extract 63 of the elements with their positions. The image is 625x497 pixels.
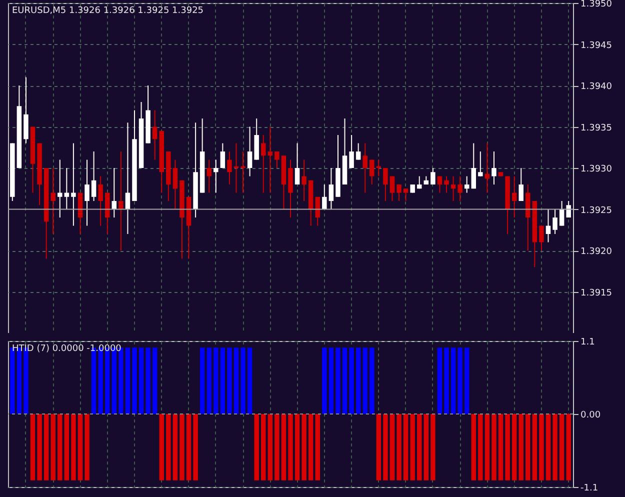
candlestick — [227, 151, 232, 185]
y-tick-label: 1.3920 — [580, 247, 612, 257]
y-tick-label: 1.1 — [580, 338, 595, 348]
candlestick — [294, 142, 300, 185]
candlestick — [58, 159, 62, 218]
candlestick — [247, 126, 252, 177]
candlestick — [559, 200, 564, 226]
candlestick — [98, 176, 103, 226]
candlestick — [396, 184, 402, 202]
candlestick — [328, 168, 334, 210]
candlestick — [450, 176, 456, 202]
candlestick — [50, 168, 56, 234]
candlestick — [552, 208, 558, 234]
y-tick-label: 1.3950 — [580, 0, 612, 10]
candlestick — [152, 110, 158, 160]
candlestick — [566, 200, 571, 218]
candlestick — [512, 176, 517, 218]
candlestick — [546, 208, 551, 243]
candlestick — [492, 151, 496, 185]
y-tick-label: 1.3945 — [580, 40, 612, 51]
candlestick — [417, 176, 422, 190]
candlestick — [260, 134, 266, 194]
candlestick — [478, 151, 483, 177]
candlestick — [458, 176, 462, 202]
y-tick-label: 1.3930 — [580, 164, 612, 174]
candlestick — [437, 176, 442, 194]
candlestick — [125, 122, 130, 234]
y-tick-label: 1.3925 — [580, 206, 612, 216]
candlestick — [370, 159, 374, 185]
candlestick — [349, 134, 354, 168]
candlestick — [172, 159, 178, 210]
y-tick-label: 1.3940 — [580, 82, 612, 92]
candlestick — [91, 151, 96, 202]
y-tick-label: 0.00 — [580, 410, 601, 420]
candlestick — [322, 184, 327, 210]
candlestick — [518, 168, 524, 202]
candlestick — [214, 159, 218, 194]
candlestick — [315, 196, 320, 226]
candlestick — [112, 168, 117, 218]
candlestick — [362, 142, 368, 194]
candlestick — [268, 126, 273, 194]
candlestick — [84, 159, 90, 226]
chart-title: EURUSD,M5 1.3926 1.3926 1.3925 1.3925 — [12, 6, 204, 16]
candlestick — [206, 159, 212, 194]
candlestick — [430, 168, 436, 185]
candlestick — [356, 142, 361, 160]
candlestick — [71, 142, 76, 226]
candlestick — [444, 176, 449, 194]
candlestick — [302, 159, 306, 202]
candlestick — [464, 176, 470, 194]
candlestick — [118, 151, 124, 251]
candlestick — [240, 151, 246, 194]
y-tick-label: 1.3935 — [580, 123, 612, 134]
candlestick — [274, 151, 280, 168]
candlestick — [383, 168, 388, 202]
candlestick — [390, 176, 395, 202]
candlestick — [64, 168, 70, 210]
candlestick — [471, 142, 476, 190]
y-tick-label: 1.3915 — [580, 288, 612, 298]
candlestick — [403, 188, 408, 202]
candlestick — [539, 225, 544, 251]
y-tick-label: -1.1 — [580, 484, 598, 494]
candlestick — [220, 142, 226, 168]
